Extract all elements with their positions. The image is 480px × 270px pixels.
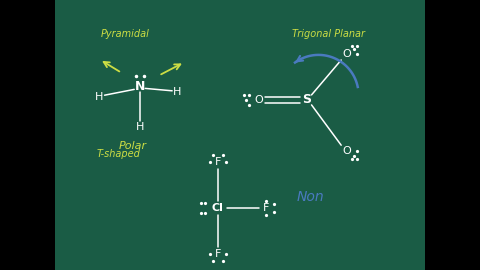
Text: F: F	[263, 203, 269, 213]
Text: S: S	[302, 93, 311, 106]
Text: Pyramidal: Pyramidal	[101, 29, 150, 39]
Text: F: F	[215, 249, 221, 259]
Text: Cl: Cl	[212, 203, 224, 213]
Text: O: O	[343, 49, 351, 59]
Text: H: H	[173, 87, 181, 97]
Text: Trigonal Planar: Trigonal Planar	[292, 29, 365, 39]
Text: H: H	[136, 122, 144, 132]
Bar	[55, 0, 425, 270]
Text: T-shaped: T-shaped	[96, 149, 140, 159]
Text: F: F	[215, 157, 221, 167]
Text: O: O	[343, 146, 351, 156]
Text: Polar: Polar	[119, 141, 147, 151]
Text: Non: Non	[297, 190, 324, 204]
Text: O: O	[254, 95, 263, 105]
Text: N: N	[135, 80, 145, 93]
Text: H: H	[96, 92, 104, 102]
